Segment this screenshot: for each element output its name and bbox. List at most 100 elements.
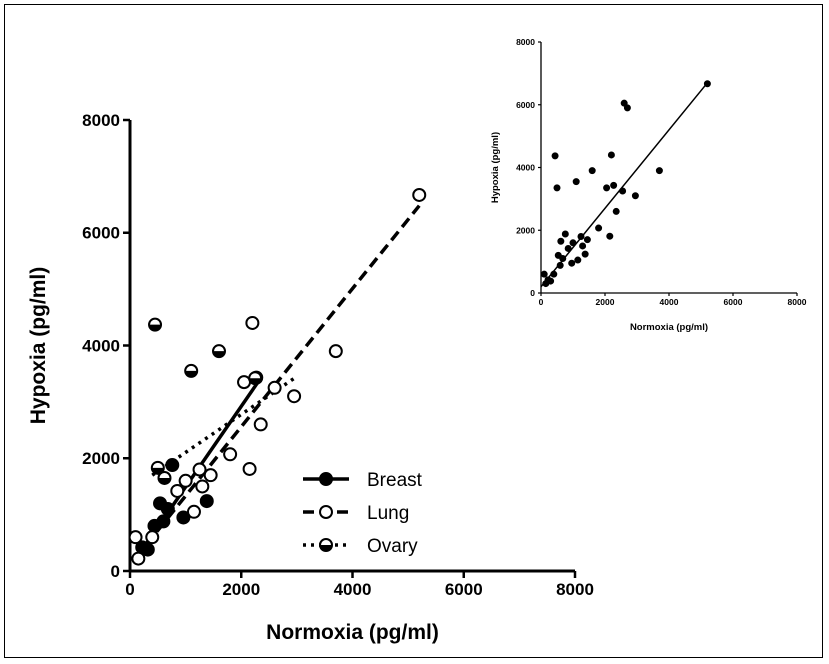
main-point-lung — [287, 389, 302, 404]
inset-point-series0-shape — [603, 184, 611, 192]
main-point-ovary — [157, 470, 172, 485]
inset-x-tick-label: 4000 — [660, 297, 679, 307]
inset-point-series0 — [559, 254, 567, 262]
legend-marker-breast-shape — [319, 472, 333, 486]
inset-point-series0 — [572, 178, 580, 186]
inset-y-tick-label: 6000 — [516, 100, 535, 110]
main-point-lung — [223, 447, 238, 462]
inset-point-series0-shape — [556, 261, 564, 269]
main-point-breast-shape — [176, 510, 191, 525]
main-point-ovary-fill — [249, 378, 262, 385]
inset-point-series0 — [703, 80, 711, 88]
main-point-lung — [170, 483, 185, 498]
legend-label-ovary: Ovary — [367, 536, 418, 557]
main-y-tick-label: 6000 — [82, 224, 120, 243]
inset-point-series0-shape — [577, 233, 585, 241]
legend-marker-breast — [319, 472, 333, 486]
main-x-tick-label: 4000 — [334, 580, 372, 599]
main-data-points — [128, 187, 427, 566]
legend-label-lung: Lung — [367, 503, 409, 524]
inset-point-series0 — [579, 242, 587, 250]
inset-point-series0 — [569, 239, 577, 247]
inset-point-series0 — [606, 232, 614, 240]
inset-point-series0 — [655, 167, 663, 175]
inset-point-series0 — [588, 167, 596, 175]
main-point-lung-shape — [186, 504, 201, 519]
inset-fit-line-series0 — [540, 82, 708, 288]
main-point-lung-shape — [178, 473, 193, 488]
inset-point-series0-shape — [623, 104, 631, 112]
main-y-tick-label: 8000 — [82, 111, 120, 130]
main-point-lung-shape — [131, 551, 146, 566]
inset-point-series0-shape — [588, 167, 596, 175]
main-y-tick-label: 4000 — [82, 336, 120, 355]
legend: Breast Lung Ovary — [303, 470, 423, 557]
legend-marker-ovary — [319, 538, 333, 552]
main-point-lung — [128, 530, 143, 545]
inset-point-series0-shape — [620, 99, 628, 107]
inset-point-series0-shape — [631, 192, 639, 200]
inset-point-series0-shape — [612, 207, 620, 215]
main-point-lung — [203, 468, 218, 483]
inset-point-series0 — [577, 233, 585, 241]
inset-point-series0-shape — [583, 236, 591, 244]
inset-point-series0-shape — [574, 256, 582, 264]
inset-point-series0-shape — [569, 239, 577, 247]
inset-point-series0-shape — [579, 242, 587, 250]
main-point-lung-shape — [253, 417, 268, 432]
main-y-tick-label: 0 — [111, 562, 120, 581]
main-point-lung-shape — [287, 389, 302, 404]
inset-point-series0-shape — [610, 181, 618, 189]
main-y-tick-label: 2000 — [82, 449, 120, 468]
main-point-ovary — [148, 317, 163, 332]
main-point-lung-shape — [328, 344, 343, 359]
inset-point-series0 — [561, 230, 569, 238]
inset-y-axis-label: Hypoxia (pg/ml) — [490, 132, 501, 203]
main-point-breast — [199, 494, 214, 509]
inset-point-series0-shape — [559, 254, 567, 262]
main-point-breast-shape — [199, 494, 214, 509]
figure-frame: 0 2000 4000 6000 8000 0 2000 4000 6000 8000 Normo… — [4, 4, 823, 658]
inset-point-series0-shape — [553, 184, 561, 192]
inset-point-series0-shape — [550, 270, 558, 278]
main-point-breast-shape — [140, 542, 155, 557]
inset-point-series0-shape — [564, 244, 572, 252]
inset-point-series0 — [574, 256, 582, 264]
main-point-lung — [412, 187, 427, 202]
main-point-lung-shape — [223, 447, 238, 462]
inset-y-tick-label: 8000 — [516, 37, 535, 47]
inset-point-series0-shape — [561, 230, 569, 238]
main-point-lung — [145, 530, 160, 545]
main-point-lung-shape — [267, 380, 282, 395]
inset-x-tick-label: 8000 — [788, 297, 807, 307]
main-point-breast — [165, 458, 180, 473]
inset-point-series0-shape — [606, 232, 614, 240]
main-point-ovary-fill — [213, 351, 225, 358]
main-point-lung-shape — [412, 187, 427, 202]
main-point-lung-shape — [203, 468, 218, 483]
main-point-lung — [245, 315, 260, 330]
inset-point-series0 — [631, 192, 639, 200]
legend-item-ovary: Ovary — [303, 536, 418, 557]
inset-point-series0 — [620, 99, 628, 107]
inset-point-series0-shape — [655, 167, 663, 175]
main-point-ovary — [248, 371, 263, 386]
inset-point-series0 — [603, 184, 611, 192]
inset-point-series0 — [557, 237, 565, 245]
main-point-breast-shape — [160, 501, 175, 516]
main-point-lung — [131, 551, 146, 566]
inset-point-series0-shape — [568, 259, 576, 267]
legend-marker-lung — [319, 505, 333, 519]
main-point-breast — [176, 510, 191, 525]
main-point-lung — [242, 461, 257, 476]
inset-point-series0 — [583, 236, 591, 244]
main-y-axis-label: Hypoxia (pg/ml) — [27, 267, 50, 425]
inset-point-series0 — [550, 270, 558, 278]
inset-point-series0 — [551, 152, 559, 160]
inset-point-series0-shape — [572, 178, 580, 186]
main-point-lung — [328, 344, 343, 359]
inset-point-series0 — [547, 277, 555, 285]
main-point-ovary-fill — [185, 370, 198, 377]
main-scatter-chart: 0 2000 4000 6000 8000 0 2000 4000 6000 8000 Normo… — [27, 111, 594, 644]
main-point-ovary-fill — [149, 324, 162, 331]
